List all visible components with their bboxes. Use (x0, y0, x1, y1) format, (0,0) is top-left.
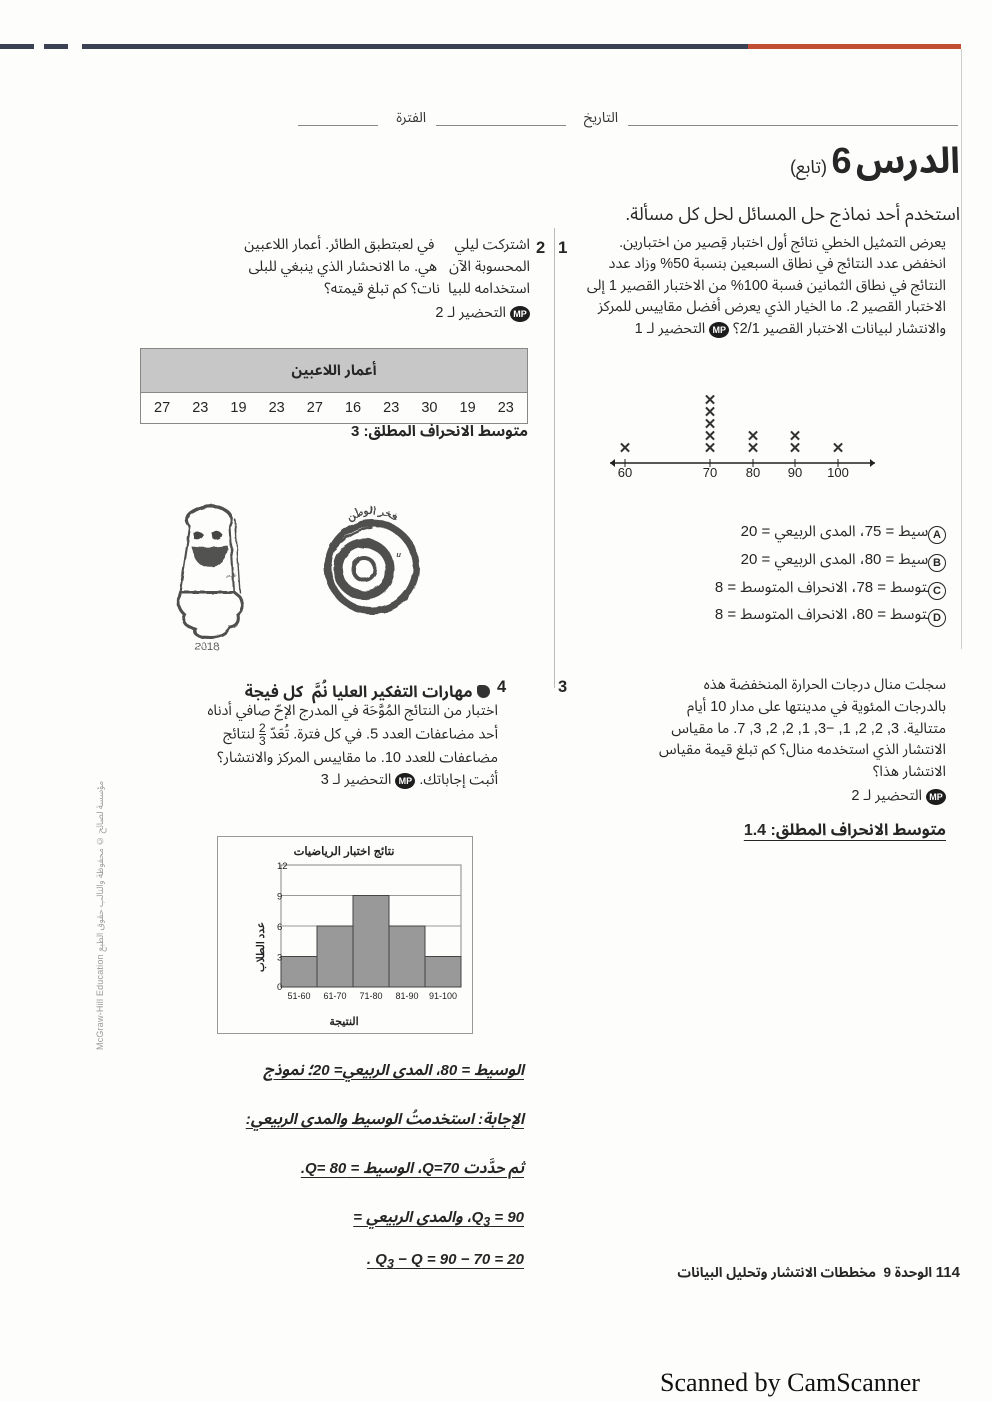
svg-text:نتائج اختبار الرياضيات: نتائج اختبار الرياضيات (294, 845, 395, 859)
svg-text:80: 80 (746, 465, 760, 480)
svg-text:51-60: 51-60 (287, 991, 310, 1001)
svg-text:91-100: 91-100 (429, 991, 457, 1001)
svg-text:2018: 2018 (195, 641, 219, 652)
svg-text:71-80: 71-80 (359, 991, 382, 1001)
svg-text:✕: ✕ (704, 440, 717, 457)
svg-text:60: 60 (618, 465, 632, 480)
svg-text:✕: ✕ (619, 440, 632, 457)
svg-text:u: u (396, 550, 401, 559)
svg-text:9: 9 (277, 892, 282, 903)
svg-text:0: 0 (277, 982, 282, 993)
svg-text:3: 3 (277, 953, 282, 964)
svg-text:عدد الطلاب: عدد الطلاب (255, 922, 267, 972)
svg-text:✕: ✕ (747, 440, 760, 457)
svg-text:100: 100 (827, 465, 849, 480)
svg-text:61-70: 61-70 (323, 991, 346, 1001)
svg-text:81-90: 81-90 (395, 991, 418, 1001)
svg-text:70: 70 (703, 465, 717, 480)
svg-text:✕: ✕ (832, 440, 845, 457)
svg-text:6: 6 (277, 922, 282, 933)
svg-text:12: 12 (277, 861, 288, 872)
svg-text:90: 90 (788, 465, 802, 480)
svg-text:النتيجة: النتيجة (329, 1016, 358, 1028)
svg-text:علم: علم (227, 571, 237, 579)
svg-text:✕: ✕ (789, 440, 802, 457)
